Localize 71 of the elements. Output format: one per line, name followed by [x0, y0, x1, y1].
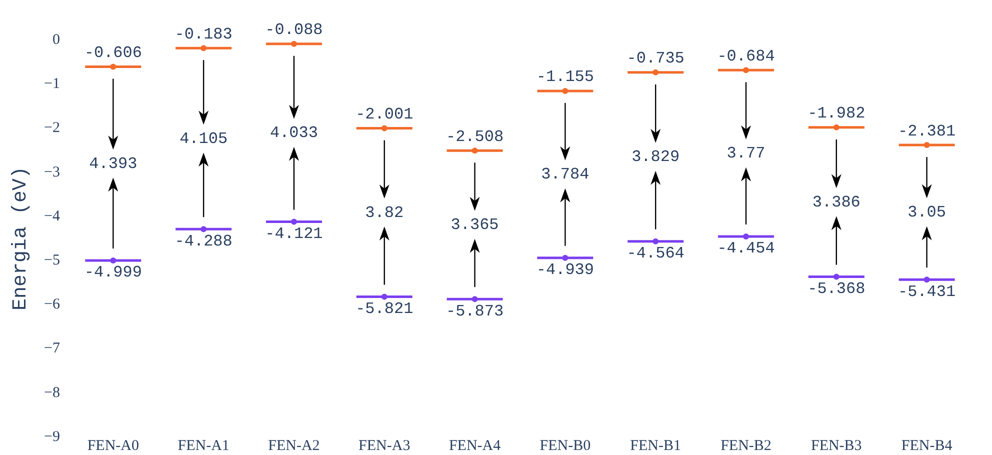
data-label: -0.735 [626, 50, 684, 68]
data-label: -1.155 [536, 68, 594, 86]
data-label: -5.431 [898, 282, 956, 301]
point [200, 226, 207, 232]
data-label: -4.564 [626, 244, 684, 263]
x-tick-label: FEN-B0 [540, 438, 591, 454]
point [381, 125, 388, 132]
data-label: -0.606 [84, 44, 142, 62]
y-tick-label: −5 [44, 252, 60, 268]
x-tick-label: FEN-B4 [901, 438, 953, 454]
y-tick-label: 0 [52, 32, 60, 48]
point [742, 67, 749, 74]
point [924, 276, 930, 283]
y-tick-label: −8 [44, 384, 60, 401]
data-label: -2.381 [898, 122, 956, 140]
data-label: -4.288 [174, 232, 232, 250]
data-label: -5.821 [356, 300, 414, 318]
annotation: 4.105 [180, 130, 228, 148]
data-label: -0.088 [265, 21, 323, 40]
point [472, 296, 478, 302]
x-tick-label: FEN-B3 [810, 438, 862, 454]
y-tick-label: −1 [44, 76, 60, 92]
point [381, 294, 388, 300]
data-label: -5.873 [446, 302, 504, 320]
data-label: -2.001 [356, 106, 414, 124]
point [652, 69, 659, 76]
y-tick-label: −6 [44, 296, 60, 313]
x-tick-label: FEN-A4 [448, 438, 502, 454]
point [652, 238, 659, 244]
data-label: -5.368 [808, 280, 866, 298]
point [290, 218, 297, 225]
annotation: 3.386 [812, 193, 860, 212]
annotation: 3.829 [632, 148, 680, 166]
data-label: -4.454 [717, 240, 775, 258]
y-tick-label: −7 [44, 340, 60, 357]
point [833, 124, 840, 130]
y-tick-label: −4 [44, 208, 60, 224]
point [110, 258, 116, 264]
data-label: -4.999 [84, 264, 142, 282]
x-tick-label: FEN-A2 [268, 438, 320, 454]
point [924, 142, 930, 148]
point [110, 64, 116, 70]
point [742, 233, 749, 240]
annotation: 3.82 [365, 204, 404, 222]
point [833, 274, 840, 280]
point [562, 254, 568, 261]
data-label: -4.939 [536, 261, 594, 280]
x-tick-label: FEN-B2 [720, 438, 772, 454]
point [562, 88, 568, 94]
point [290, 40, 297, 47]
x-tick-label: FEN-B1 [630, 438, 682, 454]
x-tick-label: FEN-A0 [87, 438, 139, 454]
y-tick-label: −9 [44, 428, 60, 445]
x-tick-label: FEN-A3 [358, 438, 410, 454]
y-tick-label: −3 [44, 164, 60, 180]
y-tick-label: −2 [44, 120, 60, 136]
data-label: -4.121 [265, 225, 323, 244]
annotation: 3.05 [908, 204, 946, 222]
annotation: 3.784 [541, 166, 590, 184]
data-label: -0.684 [717, 47, 775, 66]
annotation: 3.77 [726, 144, 766, 163]
point [200, 45, 207, 52]
data-label: -0.183 [174, 25, 232, 44]
x-tick-label: FEN-A1 [178, 438, 230, 454]
data-label: -2.508 [446, 128, 504, 146]
annotation: 4.033 [270, 124, 318, 142]
annotation: 4.393 [89, 154, 138, 173]
point [472, 148, 478, 154]
annotation: 3.365 [450, 216, 499, 234]
y-axis-title: Energia (eV) [9, 166, 32, 311]
data-label: -1.982 [808, 104, 866, 123]
